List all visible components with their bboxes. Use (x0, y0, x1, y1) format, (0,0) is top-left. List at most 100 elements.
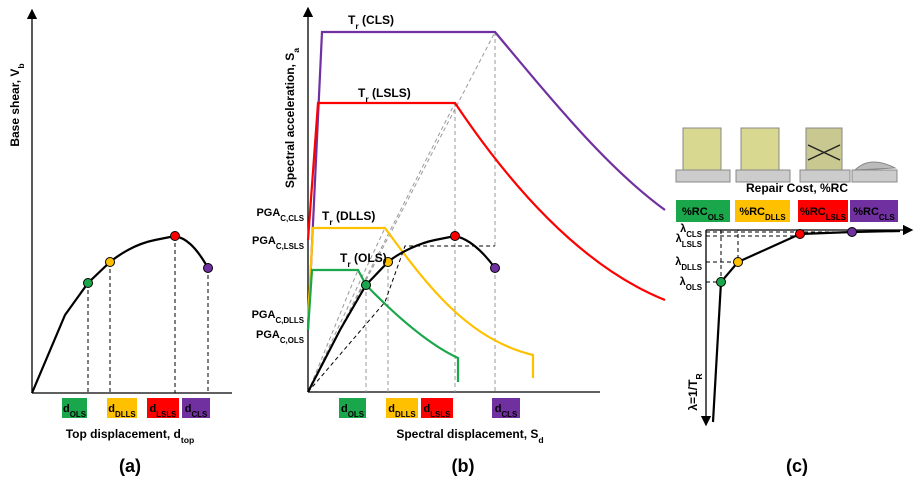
state-label: %RCCLS (853, 206, 894, 222)
state-label-main: d (495, 403, 502, 415)
spectrum-label-suffix: (DLLS) (333, 209, 376, 223)
state-label-sub: OLS (70, 410, 86, 419)
spectrum-label-sub: r (347, 259, 351, 269)
x-axis-label: Top displacement, dtop (66, 427, 195, 445)
bilinear (307, 245, 495, 393)
state-box (107, 398, 137, 418)
pga-label-sub: C,DLLS (275, 316, 304, 325)
state-label: %RCDLLS (739, 206, 785, 222)
point (83, 278, 93, 288)
state-label: dLSLS (424, 403, 451, 419)
pga-label-sub: C,CLS (280, 214, 304, 223)
y-axis-label: Base shear, Vb (8, 63, 26, 146)
x-axis-label-sub: top (181, 435, 194, 445)
state-label-main: %RC (800, 206, 826, 218)
spectrum-label-main: T (340, 251, 348, 265)
state-label-main: d (150, 403, 157, 415)
state-label: %RCOLS (682, 206, 724, 222)
state-box (421, 398, 453, 418)
lambda-label-main: λ (680, 276, 686, 288)
point (170, 231, 180, 241)
spectrum-label-sub: r (329, 217, 333, 227)
lambda-label-main: λ (680, 223, 686, 235)
pga-label-main: PGA (252, 309, 276, 321)
point (733, 257, 743, 267)
point (716, 277, 726, 287)
state-label: %RCLSLS (800, 206, 846, 222)
state-label-main: %RC (682, 206, 708, 218)
label: (c) (786, 456, 808, 476)
spectrum-dlls (306, 226, 535, 378)
panel-c (675, 127, 914, 427)
state-label: dOLS (63, 403, 86, 419)
pga-label-main: PGA (256, 207, 280, 219)
point (795, 229, 805, 239)
pga-label: PGAC,OLS (256, 329, 304, 345)
spectrum-cls (306, 30, 666, 331)
state-label-main: %RC (739, 206, 765, 218)
state-label: dCLS (185, 403, 208, 419)
y-axis-label-sub: b (16, 63, 26, 68)
lambda-label: λLSLS (676, 233, 702, 249)
pga-label: PGAC,CLS (256, 207, 304, 223)
label: Repair Cost, %RC (746, 181, 848, 195)
guide (87, 236, 209, 393)
state-label-main: d (424, 403, 431, 415)
state-label-main: %RC (853, 206, 879, 218)
spectrum-label-sub: r (355, 21, 359, 31)
state-box (182, 398, 210, 418)
spectrum-lsls (306, 101, 666, 302)
state-box (62, 398, 87, 418)
point (383, 257, 393, 267)
lambda-label-sub: OLS (686, 283, 702, 292)
point (847, 227, 857, 237)
pga-label-sub: C,LSLS (276, 242, 304, 251)
spectrum-label: Tr (CLS) (348, 13, 394, 31)
pga-label-main: PGA (256, 329, 280, 341)
state-label-sub: CLS (191, 410, 207, 419)
point (105, 257, 115, 267)
capacity-curve (307, 234, 496, 393)
y-axis-label: λ=1/TR (686, 373, 704, 411)
state-label-main: d (108, 403, 115, 415)
state-label: dOLS (341, 403, 364, 419)
spectrum-label-suffix: (OLS) (351, 251, 387, 265)
state-label-sub: LSLS (156, 410, 176, 419)
panel-a (26, 8, 232, 394)
guide (307, 31, 496, 393)
state-box (735, 200, 790, 222)
state-box (676, 200, 730, 222)
state-label-sub: DLLS (395, 410, 416, 419)
lambda-label-main: λ (675, 256, 681, 268)
lambda-label: λOLS (680, 276, 702, 292)
spectrum-label-main: T (358, 86, 366, 100)
spectrum-label-main: T (322, 209, 330, 223)
spectrum-label: Tr (DLLS) (322, 209, 375, 227)
spectrum-label-sub: r (365, 94, 369, 104)
state-box (147, 398, 179, 418)
state-label-main: d (388, 403, 395, 415)
y-axis-label-main: Spectral acceleration, S (283, 53, 297, 188)
state-label-sub: OLS (708, 213, 724, 222)
lambda-label: λCLS (680, 223, 702, 239)
building-icons (675, 127, 898, 183)
state-box (339, 398, 366, 418)
state-label-main: d (63, 403, 70, 415)
state-box (492, 398, 520, 418)
pga-label: PGAC,DLLS (252, 309, 304, 325)
x-axis-label: Spectral displacement, Sd (396, 427, 543, 445)
state-label-sub: OLS (348, 410, 364, 419)
x-axis-label-sub: d (538, 435, 543, 445)
state-label-main: d (185, 403, 192, 415)
spectrum-label: Tr (OLS) (340, 251, 387, 269)
state-box (850, 200, 898, 222)
loss-curve (711, 229, 901, 423)
state-label-main: d (341, 403, 348, 415)
pga-label-sub: C,OLS (280, 336, 304, 345)
lambda-label-sub: LSLS (682, 240, 702, 249)
state-label-sub: DLLS (765, 213, 786, 222)
state-label-sub: LSLS (430, 410, 450, 419)
spectrum-label-suffix: (LSLS) (369, 86, 411, 100)
lambda-label: λDLLS (675, 256, 702, 272)
state-label: dCLS (495, 403, 518, 419)
